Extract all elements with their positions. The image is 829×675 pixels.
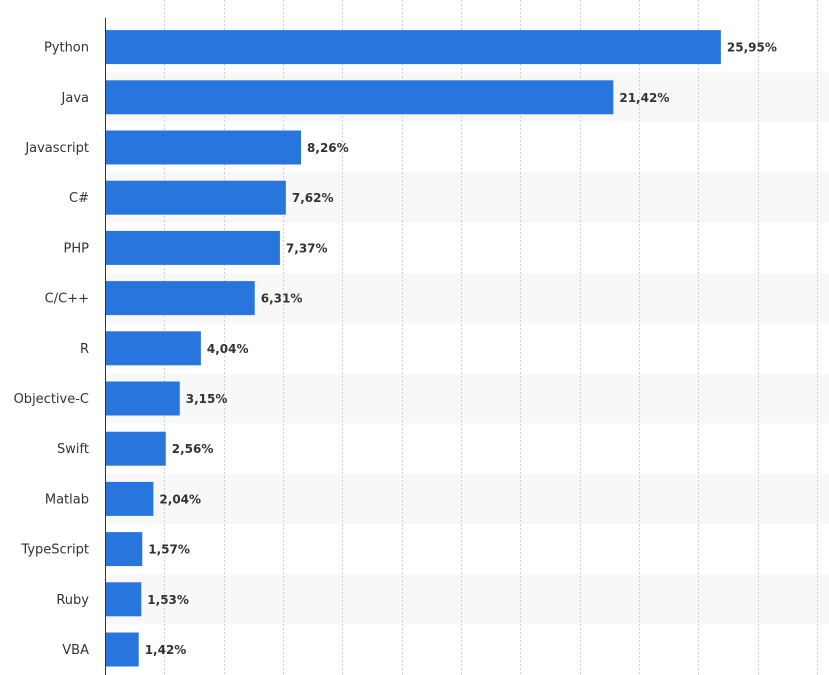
row-band [105, 574, 829, 625]
value-label: 3,15% [186, 392, 228, 406]
value-label: 25,95% [727, 41, 777, 55]
bars [105, 30, 721, 667]
bar [105, 281, 255, 316]
category-labels: Python Java Javascript C# PHP C/C++ R Objective… [14, 41, 90, 658]
category-label: Javascript [24, 141, 89, 156]
category-label: Java [61, 91, 89, 106]
category-label: VBA [62, 643, 89, 658]
bar [105, 180, 286, 215]
bar [105, 431, 166, 466]
bar [105, 80, 614, 115]
value-label: 4,04% [207, 342, 249, 356]
row-band [105, 373, 829, 424]
bar [105, 331, 201, 366]
category-label: R [80, 342, 89, 357]
category-label: TypeScript [20, 543, 89, 558]
value-label: 6,31% [261, 292, 303, 306]
category-label: Matlab [45, 492, 89, 507]
value-label: 7,37% [286, 241, 328, 255]
category-label: Objective-C [14, 392, 89, 407]
bar [105, 30, 721, 65]
value-label: 21,42% [619, 91, 669, 105]
value-label: 2,56% [172, 442, 214, 456]
bar [105, 130, 302, 165]
bar [105, 230, 280, 265]
category-label: C/C++ [45, 292, 89, 307]
bar [105, 381, 180, 416]
value-label: 1,57% [148, 543, 190, 557]
bar [105, 632, 139, 667]
row-band [105, 473, 829, 524]
category-label: C# [69, 191, 89, 206]
row-bands [105, 72, 829, 625]
bar [105, 481, 154, 516]
bar [105, 582, 142, 617]
value-label: 1,53% [147, 593, 189, 607]
category-label: Ruby [56, 593, 89, 608]
category-label: PHP [64, 241, 90, 256]
value-label: 8,26% [307, 141, 349, 155]
category-label: Python [44, 41, 89, 56]
category-label: Swift [57, 442, 89, 457]
value-label: 2,04% [159, 492, 201, 506]
value-labels: 25,95% 21,42% 8,26% 7,62% 7,37% 6,31% 4,04% 3,1… [145, 41, 777, 657]
value-label: 1,42% [145, 643, 187, 657]
bar [105, 532, 143, 567]
value-label: 7,62% [292, 191, 334, 205]
